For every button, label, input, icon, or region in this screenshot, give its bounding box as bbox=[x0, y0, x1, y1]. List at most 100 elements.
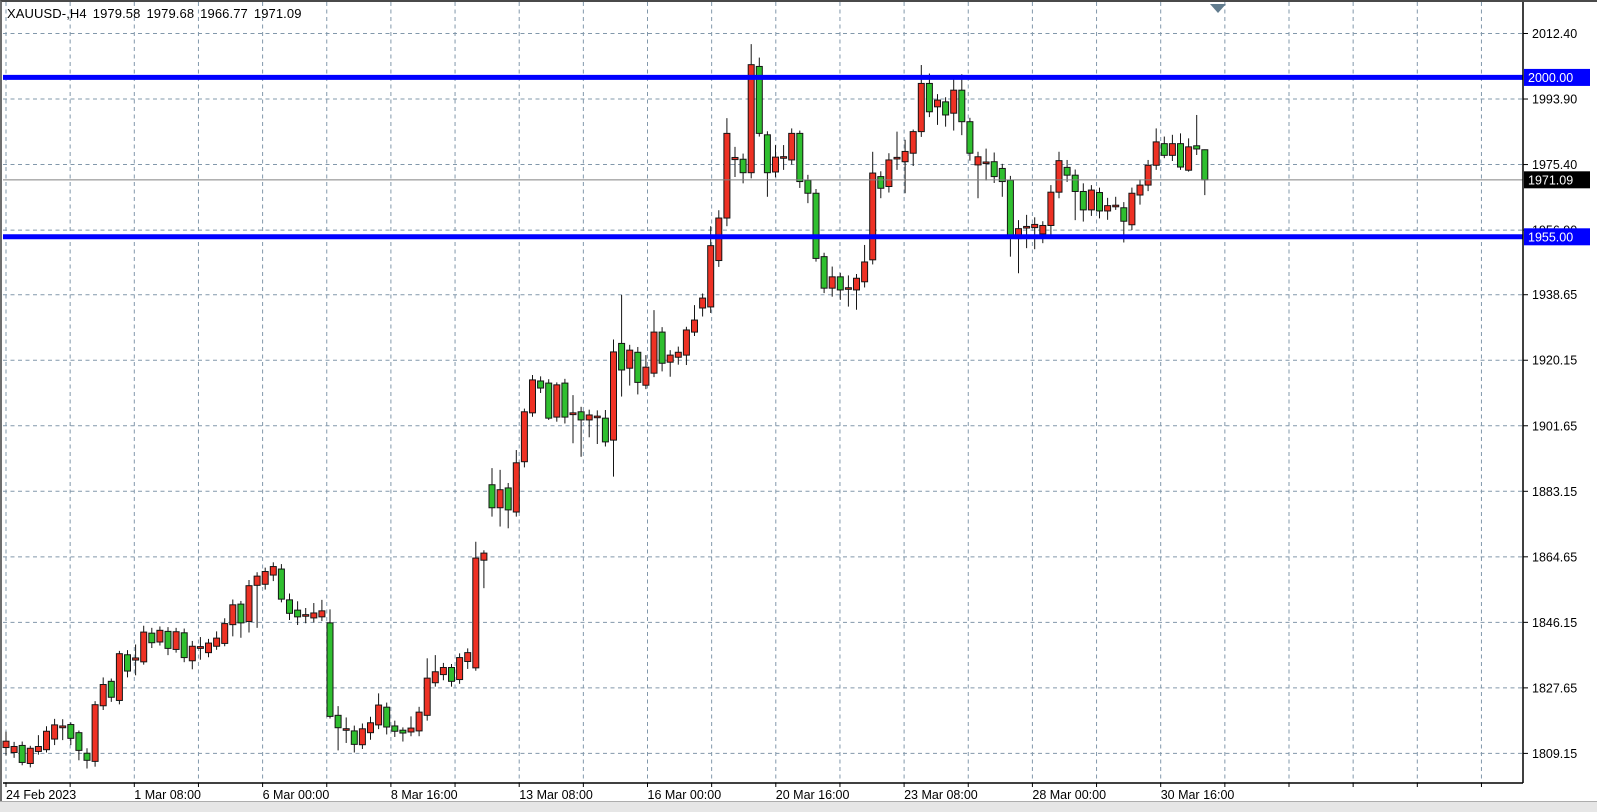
candle[interactable] bbox=[666, 350, 674, 377]
candle[interactable] bbox=[164, 627, 172, 656]
candle[interactable] bbox=[593, 410, 601, 445]
candle[interactable] bbox=[950, 78, 958, 131]
candle[interactable] bbox=[966, 117, 974, 161]
candle[interactable] bbox=[334, 706, 342, 751]
candle[interactable] bbox=[399, 727, 407, 742]
candle[interactable] bbox=[1047, 185, 1055, 239]
candle[interactable] bbox=[618, 294, 626, 397]
candle[interactable] bbox=[237, 600, 245, 638]
candle[interactable] bbox=[537, 376, 545, 394]
candle[interactable] bbox=[1087, 185, 1095, 216]
candle[interactable] bbox=[861, 244, 869, 288]
candle[interactable] bbox=[1128, 187, 1136, 231]
candle[interactable] bbox=[723, 118, 731, 227]
candle[interactable] bbox=[1112, 196, 1120, 210]
candle[interactable] bbox=[205, 638, 212, 658]
candle[interactable] bbox=[909, 129, 917, 166]
candle[interactable] bbox=[674, 346, 682, 365]
candle[interactable] bbox=[804, 174, 812, 204]
candle[interactable] bbox=[480, 550, 488, 589]
candle[interactable] bbox=[1168, 134, 1176, 162]
candle[interactable] bbox=[780, 145, 788, 170]
candle[interactable] bbox=[820, 252, 828, 294]
candle[interactable] bbox=[512, 450, 520, 517]
candle[interactable] bbox=[1177, 133, 1184, 170]
candle[interactable] bbox=[2, 731, 10, 756]
candle[interactable] bbox=[626, 344, 634, 386]
candle[interactable] bbox=[545, 379, 553, 420]
candle[interactable] bbox=[569, 395, 577, 444]
candle[interactable] bbox=[1071, 169, 1079, 221]
candle[interactable] bbox=[650, 310, 658, 378]
candle[interactable] bbox=[464, 648, 472, 669]
candle[interactable] bbox=[1055, 151, 1063, 199]
candle[interactable] bbox=[229, 599, 237, 637]
candle[interactable] bbox=[115, 650, 123, 705]
candle[interactable] bbox=[577, 406, 585, 457]
candle[interactable] bbox=[691, 305, 698, 336]
candle[interactable] bbox=[828, 266, 836, 297]
candle[interactable] bbox=[156, 626, 164, 646]
candle[interactable] bbox=[107, 678, 115, 702]
candle[interactable] bbox=[699, 293, 707, 317]
candle[interactable] bbox=[415, 706, 423, 737]
candle[interactable] bbox=[901, 139, 909, 194]
candle[interactable] bbox=[529, 374, 536, 417]
candle[interactable] bbox=[1160, 136, 1168, 159]
candle[interactable] bbox=[310, 603, 318, 623]
candle[interactable] bbox=[448, 663, 455, 687]
candle[interactable] bbox=[496, 469, 504, 527]
candle[interactable] bbox=[520, 408, 528, 468]
candle[interactable] bbox=[682, 326, 690, 366]
candle[interactable] bbox=[26, 745, 34, 768]
candle[interactable] bbox=[1063, 159, 1071, 182]
candle[interactable] bbox=[869, 151, 877, 265]
candle[interactable] bbox=[391, 720, 399, 737]
candle[interactable] bbox=[561, 378, 569, 424]
candle[interactable] bbox=[132, 644, 140, 676]
candle[interactable] bbox=[180, 628, 188, 663]
chart-shift-marker-icon[interactable] bbox=[1210, 4, 1226, 13]
candle[interactable] bbox=[140, 625, 148, 665]
candle[interactable] bbox=[488, 468, 496, 517]
candle[interactable] bbox=[172, 627, 180, 653]
candle[interactable] bbox=[51, 718, 59, 746]
candle[interactable] bbox=[853, 273, 860, 310]
candle[interactable] bbox=[1193, 114, 1201, 155]
candle[interactable] bbox=[269, 562, 277, 582]
candle[interactable] bbox=[1152, 128, 1160, 170]
candle[interactable] bbox=[277, 564, 285, 603]
candle[interactable] bbox=[10, 741, 18, 758]
candle[interactable] bbox=[83, 748, 91, 769]
candle[interactable] bbox=[642, 355, 650, 390]
candle[interactable] bbox=[472, 541, 480, 671]
candle[interactable] bbox=[18, 741, 26, 766]
candle[interactable] bbox=[788, 128, 796, 165]
candle[interactable] bbox=[326, 609, 334, 719]
candle[interactable] bbox=[367, 716, 374, 740]
candle[interactable] bbox=[34, 735, 42, 755]
candle[interactable] bbox=[504, 482, 512, 529]
candle[interactable] bbox=[772, 145, 779, 178]
candle[interactable] bbox=[75, 730, 83, 761]
candle[interactable] bbox=[318, 599, 326, 622]
candle[interactable] bbox=[375, 693, 383, 730]
candle[interactable] bbox=[439, 662, 447, 681]
candle[interactable] bbox=[747, 44, 755, 179]
candle[interactable] bbox=[148, 627, 156, 649]
candle[interactable] bbox=[634, 346, 642, 395]
candle[interactable] bbox=[358, 723, 366, 749]
candle[interactable] bbox=[99, 677, 107, 711]
candle[interactable] bbox=[124, 650, 131, 678]
candle[interactable] bbox=[707, 226, 715, 313]
candle[interactable] bbox=[1136, 179, 1144, 205]
candle[interactable] bbox=[1015, 220, 1022, 274]
candle[interactable] bbox=[925, 73, 933, 118]
candle[interactable] bbox=[982, 148, 990, 181]
candle[interactable] bbox=[553, 382, 561, 422]
candle[interactable] bbox=[1144, 159, 1152, 192]
candle[interactable] bbox=[601, 410, 609, 447]
candle[interactable] bbox=[59, 719, 67, 741]
candle[interactable] bbox=[990, 152, 998, 183]
